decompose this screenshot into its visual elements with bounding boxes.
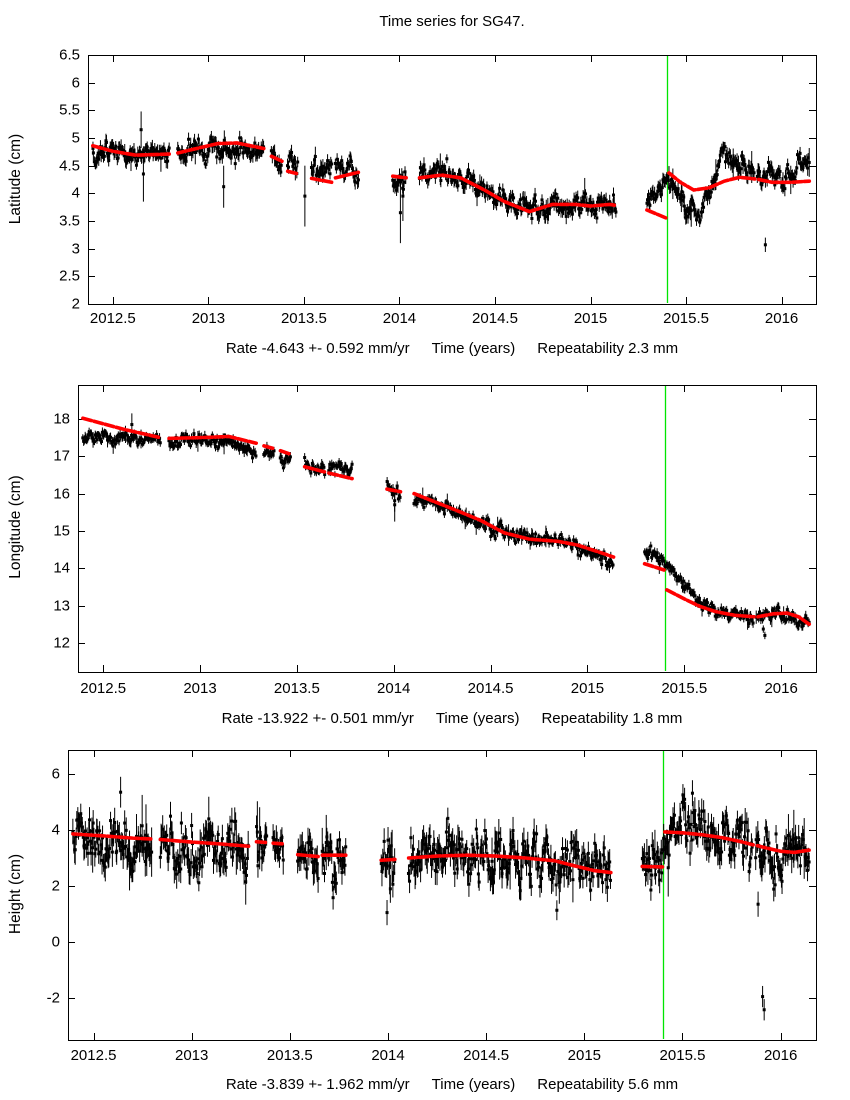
latitude-y-tick-label: 3.5 bbox=[59, 212, 80, 230]
height-repeatability-text: Repeatability 5.6 mm bbox=[537, 1076, 679, 1093]
longitude-y-tick-label: 18 bbox=[53, 410, 70, 428]
height-y-tick-label: 4 bbox=[51, 821, 60, 839]
height-x-tick-label: 2016 bbox=[763, 1047, 798, 1064]
longitude-repeatability-text: Repeatability 1.8 mm bbox=[541, 710, 683, 727]
longitude-rate-text: Rate -13.922 +- 0.501 mm/yr bbox=[221, 710, 414, 727]
longitude-x-tick-label: 2014.5 bbox=[467, 680, 514, 697]
longitude-x-tick-label: 2015 bbox=[570, 680, 605, 697]
height-x-tick-label: 2015.5 bbox=[659, 1047, 706, 1064]
longitude-axis-label: Longitude (cm) bbox=[7, 475, 24, 579]
longitude-x-tick-label: 2013 bbox=[183, 680, 217, 697]
latitude-y-tick-label: 6.5 bbox=[59, 46, 80, 64]
height-x-tick-label: 2013.5 bbox=[266, 1047, 313, 1064]
latitude-y-tick-label: 6 bbox=[71, 74, 80, 92]
height-x-tick-label: 2015 bbox=[567, 1047, 602, 1064]
longitude-y-tick-label: 16 bbox=[53, 485, 70, 503]
height-x-tick-label: 2014 bbox=[371, 1047, 405, 1064]
latitude-y-tick-label: 5.5 bbox=[59, 101, 80, 119]
latitude-x-tick-label: 2015.5 bbox=[663, 310, 710, 327]
latitude-y-tick-label: 4.5 bbox=[59, 157, 80, 175]
longitude-y-tick-label: 12 bbox=[53, 634, 70, 652]
latitude-x-tick-label: 2013.5 bbox=[280, 310, 327, 327]
latitude-axis-label: Latitude (cm) bbox=[7, 133, 24, 225]
height-x-tick-label: 2013 bbox=[174, 1047, 209, 1064]
longitude-footer: Rate -13.922 +- 0.501 mm/yr Time (years) R… bbox=[52, 710, 850, 727]
height-rate-text: Rate -3.839 +- 1.962 mm/yr bbox=[225, 1076, 410, 1093]
latitude-y-tick-label: 3 bbox=[71, 240, 80, 258]
height-x-tick-label: 2012.5 bbox=[70, 1047, 117, 1064]
latitude-footer: Rate -4.643 +- 0.592 mm/yr Time (years) Re… bbox=[52, 340, 850, 357]
longitude-y-tick-label: 14 bbox=[53, 559, 70, 577]
longitude-x-tick-label: 2013.5 bbox=[273, 680, 320, 697]
latitude-rate-text: Rate -4.643 +- 0.592 mm/yr bbox=[225, 340, 410, 357]
longitude-y-tick-label: 13 bbox=[53, 597, 70, 615]
latitude-y-tick-label: 2.5 bbox=[59, 267, 80, 285]
height-y-tick-label: -2 bbox=[46, 989, 60, 1007]
height-y-tick-label: 0 bbox=[51, 933, 60, 951]
latitude-y-tick-label: 4 bbox=[71, 184, 80, 202]
latitude-x-tick-label: 2015 bbox=[573, 310, 608, 327]
latitude-y-tick-label: 2 bbox=[71, 295, 80, 313]
height-axis-label: Height (cm) bbox=[7, 853, 24, 935]
longitude-y-tick-label: 17 bbox=[53, 447, 70, 465]
latitude-x-tick-label: 2016 bbox=[764, 310, 799, 327]
latitude-x-tick-label: 2012.5 bbox=[89, 310, 136, 327]
latitude-x-tick-label: 2013 bbox=[191, 310, 226, 327]
latitude-x-tick-label: 2014.5 bbox=[472, 310, 518, 327]
height-y-tick-label: 2 bbox=[51, 877, 60, 895]
latitude-y-tick-label: 5 bbox=[71, 129, 80, 147]
height-y-tick-label: 6 bbox=[51, 765, 60, 783]
longitude-x-tick-label: 2014 bbox=[377, 680, 411, 697]
longitude-y-tick-label: 15 bbox=[53, 522, 70, 540]
latitude-xaxis-label: Time (years) bbox=[431, 340, 516, 357]
height-x-tick-label: 2014.5 bbox=[463, 1047, 510, 1064]
page-title: Time series for SG47. bbox=[379, 13, 525, 30]
longitude-x-tick-label: 2012.5 bbox=[80, 680, 127, 697]
longitude-x-tick-label: 2016 bbox=[764, 680, 798, 697]
height-xaxis-label: Time (years) bbox=[431, 1076, 516, 1093]
longitude-x-tick-label: 2015.5 bbox=[661, 680, 708, 697]
height-footer: Rate -3.839 +- 1.962 mm/yr Time (years) Re… bbox=[52, 1076, 850, 1093]
latitude-repeatability-text: Repeatability 2.3 mm bbox=[537, 340, 679, 357]
latitude-x-tick-label: 2014 bbox=[382, 310, 417, 327]
longitude-xaxis-label: Time (years) bbox=[435, 710, 520, 727]
